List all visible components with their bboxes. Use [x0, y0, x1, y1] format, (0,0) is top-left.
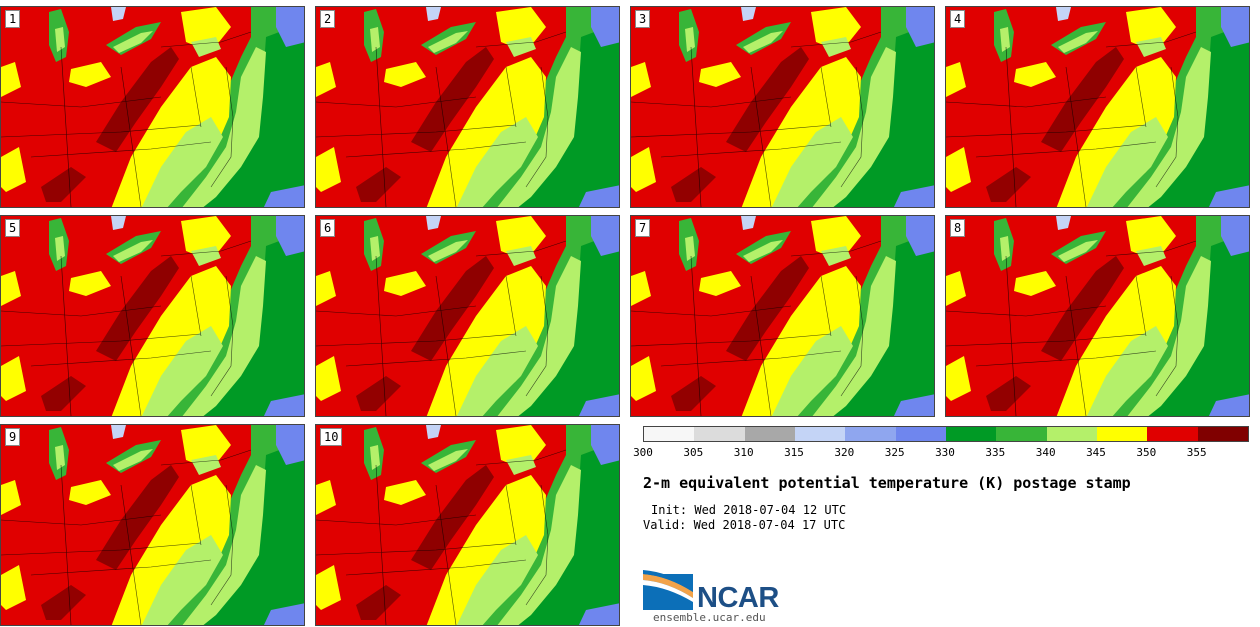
map-field — [316, 425, 619, 625]
map-field — [1, 216, 304, 416]
map-field — [316, 7, 619, 207]
map-field — [631, 7, 934, 207]
colorbar-swatch — [694, 427, 745, 441]
map-field — [316, 216, 619, 416]
colorbar — [643, 426, 1249, 442]
member-label: 3 — [635, 10, 651, 28]
ncar-logo-text: NCAR — [697, 582, 779, 614]
colorbar-swatch — [895, 427, 946, 441]
colorbar-tick-label: 320 — [834, 446, 855, 459]
ensemble-member-panel: 4 — [945, 6, 1250, 208]
colorbar-tick-label: 330 — [935, 446, 955, 459]
colorbar-ticks: 300 305 310 315 320 325 330 335 340 345 350 355 — [633, 446, 1247, 460]
member-label: 7 — [635, 219, 651, 237]
ensemble-member-panel: 7 — [630, 215, 935, 417]
colorbar-tick-label: 350 — [1136, 446, 1157, 459]
ensemble-member-panel: 6 — [315, 215, 620, 417]
map-field — [1, 425, 304, 625]
colorbar-swatch — [945, 427, 997, 441]
valid-time: Valid: Wed 2018-07-04 17 UTC — [643, 518, 846, 532]
ensemble-member-panel: 8 — [945, 215, 1250, 417]
colorbar-tick-label: 340 — [1035, 446, 1056, 459]
colorbar-swatch — [1147, 427, 1198, 441]
map-field — [1, 7, 304, 207]
ncar-logo-icon — [643, 570, 693, 610]
map-field — [946, 216, 1249, 416]
colorbar-tick-label: 300 — [633, 446, 653, 459]
member-label: 10 — [320, 428, 343, 446]
colorbar-swatch — [1096, 427, 1148, 441]
ensemble-member-panel: 5 — [0, 215, 305, 417]
init-time: Init: Wed 2018-07-04 12 UTC — [651, 503, 847, 517]
ensemble-member-panel: 3 — [630, 6, 935, 208]
site-url: ensemble.ucar.edu — [653, 611, 766, 624]
colorbar-tick-label: 355 — [1186, 446, 1207, 459]
colorbar-swatch — [1197, 427, 1248, 441]
colorbar-swatch — [794, 427, 846, 441]
figure-title: 2-m equivalent potential temperature (K)… — [643, 474, 1131, 492]
map-field — [946, 7, 1249, 207]
colorbar-swatch — [644, 427, 695, 441]
member-label: 5 — [5, 219, 21, 237]
member-label: 9 — [5, 428, 21, 446]
colorbar-tick-label: 345 — [1086, 446, 1106, 459]
colorbar-swatch — [996, 427, 1047, 441]
member-label: 4 — [950, 10, 966, 28]
member-label: 1 — [5, 10, 21, 28]
colorbar-swatch — [845, 427, 896, 441]
colorbar-swatch — [744, 427, 795, 441]
member-label: 2 — [320, 10, 336, 28]
colorbar-tick-label: 305 — [683, 446, 704, 459]
colorbar-tick-label: 325 — [884, 446, 905, 459]
colorbar-tick-label: 310 — [733, 446, 754, 459]
colorbar-tick-label: 315 — [784, 446, 804, 459]
map-field — [631, 216, 934, 416]
member-label: 6 — [320, 219, 336, 237]
ensemble-member-panel: 9 — [0, 424, 305, 626]
colorbar-swatch — [1046, 427, 1097, 441]
ensemble-member-panel: 10 — [315, 424, 620, 626]
member-label: 8 — [950, 219, 966, 237]
ensemble-member-panel: 1 — [0, 6, 305, 208]
ensemble-member-panel: 2 — [315, 6, 620, 208]
colorbar-tick-label: 335 — [985, 446, 1006, 459]
